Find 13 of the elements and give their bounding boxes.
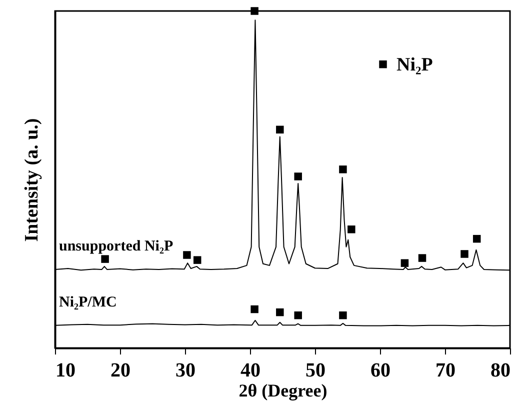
legend-label: Ni₂P (396, 54, 434, 76)
x-tick-label: 40 (240, 360, 260, 382)
series-label: Ni₂P/MC (59, 294, 117, 310)
x-tick-label: 70 (436, 360, 456, 382)
x-axis-title: 2θ (Degree) (238, 380, 328, 400)
series-label: unsupported Ni₂P (59, 238, 174, 254)
x-tick-label: 20 (110, 360, 130, 382)
x-tick-label: 30 (176, 360, 196, 382)
x-tick-label: 60 (370, 360, 390, 382)
x-tick-label: 80 (490, 360, 510, 382)
y-axis-title: Intensity (a. u.) (22, 118, 42, 242)
x-tick-label: 10 (56, 360, 76, 382)
x-tick-label: 50 (306, 360, 326, 382)
